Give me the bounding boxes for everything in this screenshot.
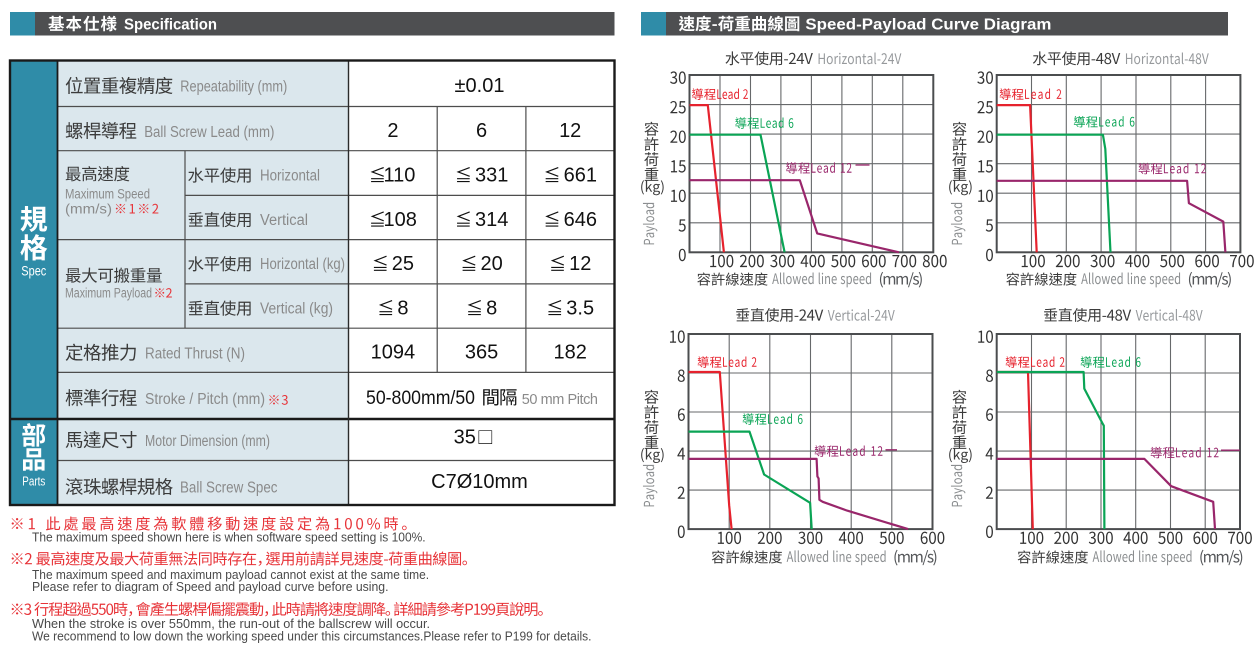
svg-text:Speed-Payload Curve Diagram: Speed-Payload Curve Diagram <box>805 17 1051 34</box>
svg-text:When the stroke is over 550mm,: When the stroke is over 550mm, the run-o… <box>32 616 430 631</box>
svg-text:Horizontal: Horizontal <box>260 168 320 185</box>
svg-text:661: 661 <box>564 164 597 186</box>
svg-text:±0.01: ±0.01 <box>455 75 505 97</box>
svg-text:35: 35 <box>454 427 476 449</box>
svg-text:331: 331 <box>475 164 508 186</box>
svg-text:Spec: Spec <box>21 264 46 279</box>
svg-text:Horizontal (kg): Horizontal (kg) <box>260 256 345 273</box>
svg-text:314: 314 <box>475 209 508 231</box>
svg-text:25: 25 <box>392 253 414 275</box>
svg-text:50-800mm/50: 50-800mm/50 <box>366 387 475 409</box>
svg-text:8: 8 <box>397 297 408 319</box>
svg-text:20: 20 <box>481 253 503 275</box>
svg-text:Stroke / Pitch (mm): Stroke / Pitch (mm) <box>145 391 265 408</box>
svg-text:(mm/s): (mm/s) <box>65 201 112 217</box>
svg-text:Maximum Payload: Maximum Payload <box>65 286 152 301</box>
svg-text:The maximum speed and maximum: The maximum speed and maximum payload ca… <box>32 567 429 582</box>
svg-text:3.5: 3.5 <box>566 297 594 319</box>
svg-text:Vertical: Vertical <box>260 212 308 229</box>
svg-text:110: 110 <box>384 164 416 186</box>
svg-text:50 mm Pitch: 50 mm Pitch <box>522 392 598 408</box>
svg-text:Repeatability (mm): Repeatability (mm) <box>180 79 287 96</box>
svg-text:646: 646 <box>564 209 597 231</box>
svg-text:Ball Screw Lead (mm): Ball Screw Lead (mm) <box>144 124 274 141</box>
svg-text:12: 12 <box>569 253 591 275</box>
svg-text:Maximum Speed: Maximum Speed <box>65 186 150 202</box>
svg-text:Ball Screw Spec: Ball Screw Spec <box>180 480 278 497</box>
svg-text:8: 8 <box>486 297 497 319</box>
svg-text:12: 12 <box>559 120 581 142</box>
svg-text:C7Ø10mm: C7Ø10mm <box>431 471 528 493</box>
svg-text:182: 182 <box>554 342 587 364</box>
svg-text:The maximum speed shown here i: The maximum speed shown here is when sof… <box>32 530 426 545</box>
svg-text:2: 2 <box>387 120 398 142</box>
svg-text:Parts: Parts <box>22 475 45 489</box>
svg-text:We recommend to low down the w: We recommend to low down the working spe… <box>32 629 592 644</box>
svg-text:Please refer to diagram of Spe: Please refer to diagram of Speed and pay… <box>32 579 389 594</box>
svg-text:108: 108 <box>384 209 417 231</box>
svg-text:Motor Dimension (mm): Motor Dimension (mm) <box>145 433 270 450</box>
svg-text:365: 365 <box>465 342 498 364</box>
svg-text:Vertical (kg): Vertical (kg) <box>260 301 333 318</box>
svg-text:Rated Thrust (N): Rated Thrust (N) <box>145 346 245 363</box>
svg-text:Specification: Specification <box>124 17 217 34</box>
svg-text:1094: 1094 <box>371 342 416 364</box>
svg-text:6: 6 <box>476 120 487 142</box>
